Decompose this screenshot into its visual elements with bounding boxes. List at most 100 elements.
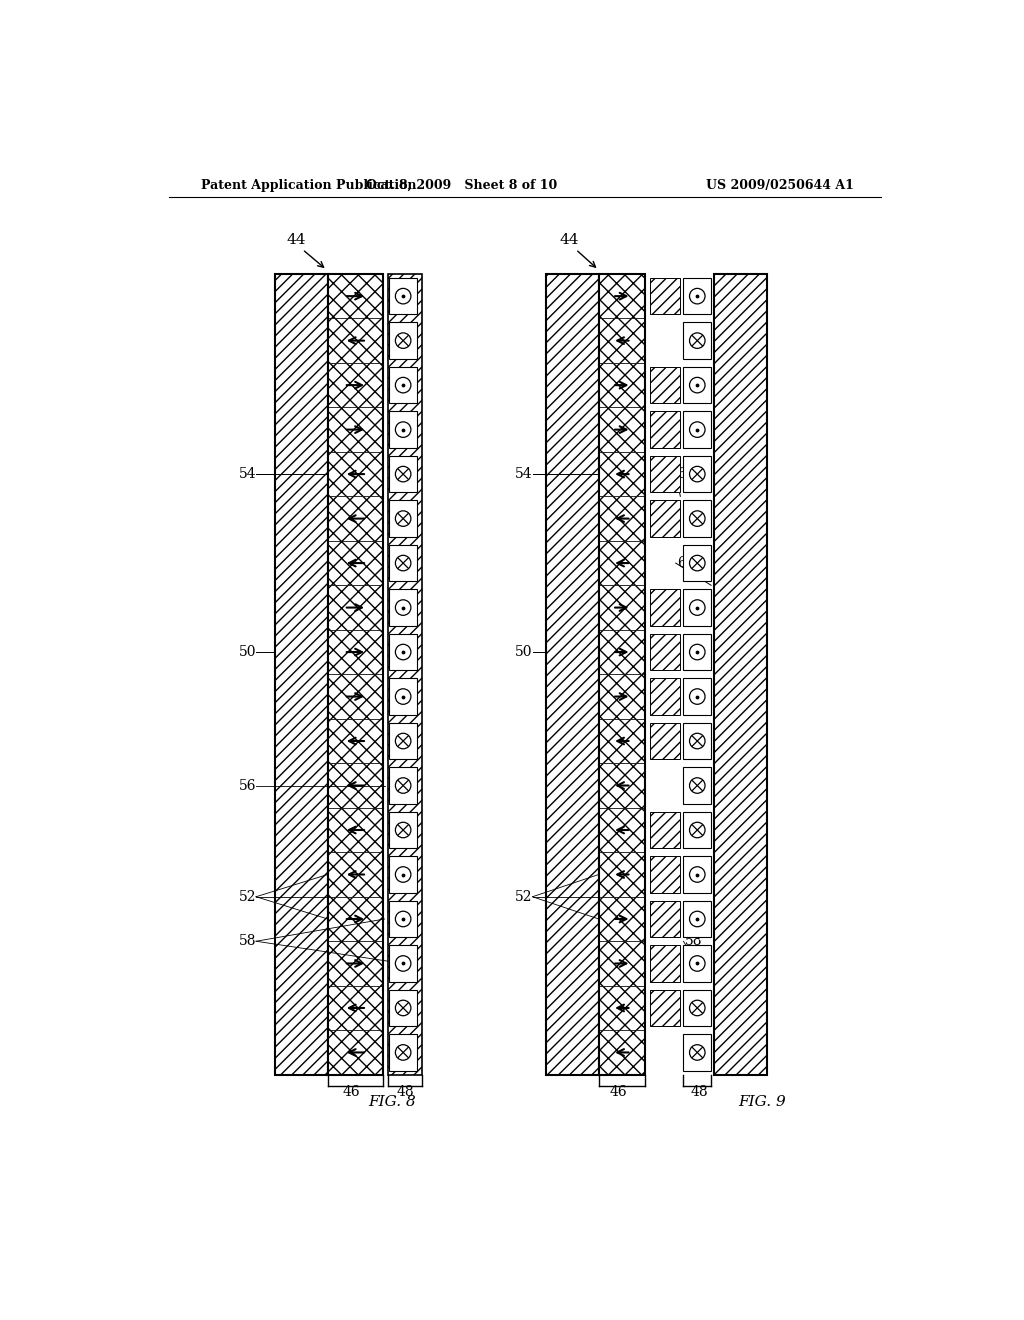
Bar [328,496,383,541]
Bar [328,541,383,585]
Text: 58: 58 [239,935,256,948]
Bar [328,275,383,318]
Bar [389,367,417,404]
Text: 50: 50 [514,645,532,659]
Text: 48: 48 [691,1085,709,1098]
Text: FIG. 8: FIG. 8 [369,1094,416,1109]
Bar [649,455,680,492]
Bar [649,723,680,759]
Bar [599,941,645,986]
Bar [389,500,417,537]
Bar [328,451,383,496]
Bar [599,408,645,451]
Bar [649,990,680,1026]
Text: 50: 50 [239,645,256,659]
Bar [683,589,711,626]
Text: 48: 48 [396,1085,415,1098]
Text: 44: 44 [287,232,306,247]
Bar [683,857,711,892]
Bar [599,585,645,630]
Bar [328,1030,383,1074]
Bar [683,500,711,537]
Bar [599,675,645,719]
Bar [649,412,680,447]
Bar [328,763,383,808]
Bar [328,675,383,719]
Bar [389,1034,417,1071]
Bar [599,986,645,1030]
Bar [599,318,645,363]
Text: 62: 62 [677,556,694,570]
Bar [683,367,711,404]
Bar [389,589,417,626]
Bar [683,455,711,492]
Bar [389,545,417,581]
Text: Patent Application Publication: Patent Application Publication [202,178,417,191]
Bar [389,322,417,359]
Bar [328,585,383,630]
Bar [328,808,383,853]
Bar [389,900,417,937]
Bar [389,945,417,982]
Bar [649,500,680,537]
Bar [328,408,383,451]
Bar [328,986,383,1030]
Bar [389,455,417,492]
Bar [389,990,417,1026]
Bar [683,900,711,937]
Bar [714,275,767,1074]
Bar [683,767,711,804]
Bar [389,634,417,671]
Bar [649,589,680,626]
Bar [328,630,383,675]
Bar [599,896,645,941]
Bar [683,723,711,759]
Bar [683,545,711,581]
Bar [389,279,417,314]
Text: 54: 54 [514,467,532,480]
Bar [599,808,645,853]
Bar [683,812,711,849]
Bar [649,634,680,671]
Bar [389,857,417,892]
Bar [328,853,383,896]
Bar [649,945,680,982]
Bar [649,812,680,849]
Text: 46: 46 [609,1085,627,1098]
Bar [683,634,711,671]
Bar [547,275,599,1074]
Bar [649,678,680,715]
Bar [683,1034,711,1071]
Text: US 2009/0250644 A1: US 2009/0250644 A1 [707,178,854,191]
Text: 56: 56 [685,779,702,792]
Bar [599,1030,645,1074]
Bar [649,367,680,404]
Bar [599,541,645,585]
Bar [328,275,383,1074]
Bar [328,318,383,363]
Bar [683,322,711,359]
Text: Oct. 8, 2009   Sheet 8 of 10: Oct. 8, 2009 Sheet 8 of 10 [366,178,557,191]
Bar [389,723,417,759]
Bar [328,941,383,986]
Bar [328,896,383,941]
Text: 52: 52 [239,890,256,904]
Text: 44: 44 [560,232,580,247]
Bar [389,767,417,804]
Bar [599,451,645,496]
Bar [388,275,422,1074]
Text: 60: 60 [677,467,694,480]
Text: 54: 54 [239,467,256,480]
Bar [275,275,328,1074]
Bar [649,279,680,314]
Text: 52: 52 [514,890,532,904]
Bar [683,990,711,1026]
Text: FIG. 9: FIG. 9 [738,1094,785,1109]
Bar [599,630,645,675]
Bar [389,812,417,849]
Bar [683,279,711,314]
Bar [389,678,417,715]
Bar [599,496,645,541]
Bar [683,678,711,715]
Text: 46: 46 [343,1085,360,1098]
